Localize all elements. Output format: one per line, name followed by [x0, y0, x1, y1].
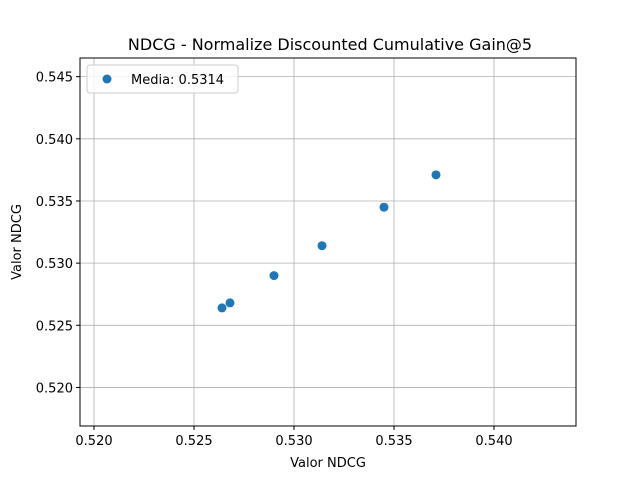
- plot-frame: [79, 57, 577, 427]
- y-tick-label: 0.530: [36, 257, 73, 272]
- y-tick-label: 0.520: [36, 381, 73, 396]
- x-tick-label: 0.535: [375, 434, 412, 449]
- x-axis-ticks: 0.520 0.525 0.530 0.535 0.540: [75, 426, 513, 449]
- legend: Media: 0.5314: [86, 64, 239, 94]
- grid-lines: [80, 58, 576, 426]
- y-tick-label: 0.525: [36, 319, 73, 334]
- data-point: [217, 303, 227, 313]
- x-axis-label: Valor NDCG: [290, 456, 366, 471]
- y-axis-ticks: 0.520 0.525 0.530 0.535 0.540 0.545: [36, 71, 80, 396]
- x-tick-label: 0.525: [175, 434, 212, 449]
- data-point: [317, 241, 327, 251]
- legend-entry-label: Media: 0.5314: [131, 73, 224, 88]
- y-axis-label: Valor NDCG: [10, 204, 25, 280]
- data-point: [225, 298, 235, 308]
- y-tick-label: 0.535: [36, 195, 73, 210]
- data-points: [217, 170, 441, 313]
- legend-marker: [102, 74, 112, 84]
- chart-title: NDCG - Normalize Discounted Cumulative G…: [128, 35, 532, 54]
- y-tick-label: 0.545: [36, 71, 73, 86]
- data-point: [269, 271, 279, 281]
- data-point: [431, 170, 441, 180]
- x-tick-label: 0.520: [75, 434, 112, 449]
- data-point: [379, 202, 389, 212]
- x-tick-label: 0.530: [275, 434, 312, 449]
- legend-box: [86, 64, 239, 94]
- x-tick-label: 0.540: [475, 434, 512, 449]
- y-tick-label: 0.540: [36, 133, 73, 148]
